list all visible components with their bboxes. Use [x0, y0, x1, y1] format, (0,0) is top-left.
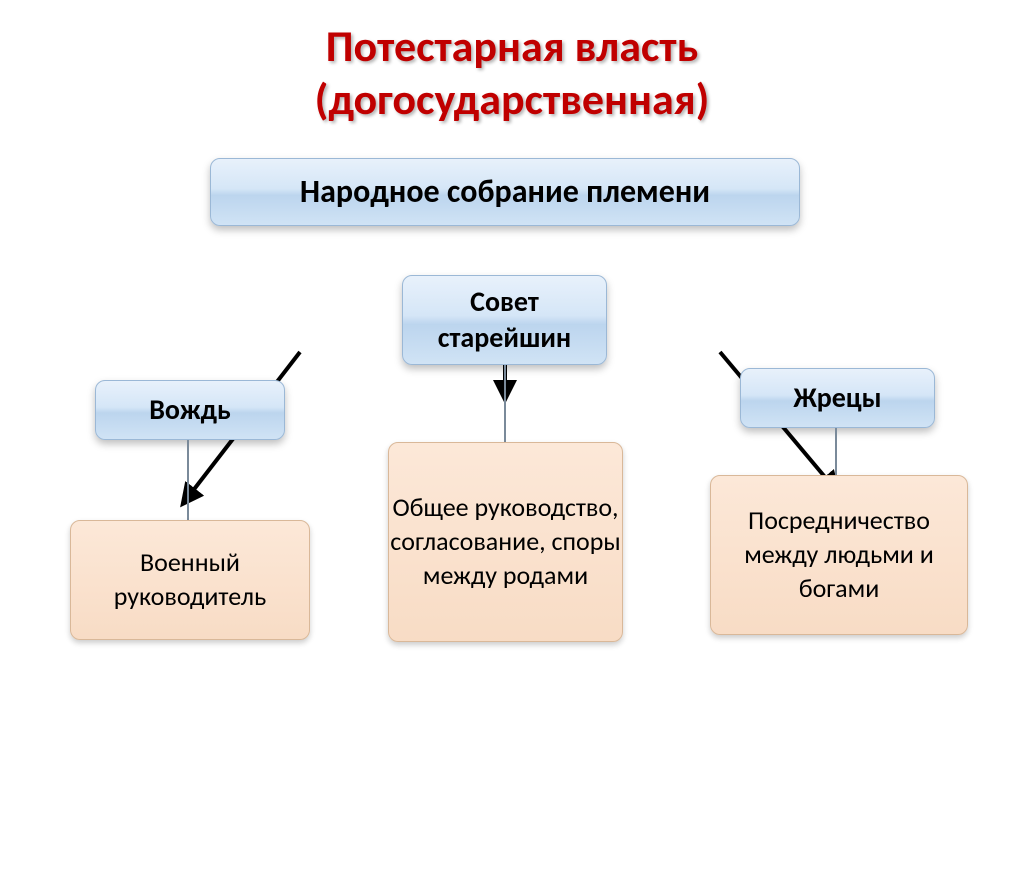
bot-center-label: Общее руководство, согласование, споры м… — [389, 491, 622, 592]
top-box-assembly: Народное собрание племени — [210, 158, 800, 226]
bottom-box-governance: Общее руководство, согласование, споры м… — [388, 442, 623, 642]
connector-right — [835, 428, 837, 475]
mid-box-leader: Вождь — [95, 380, 285, 440]
mid-box-priests: Жрецы — [740, 368, 935, 428]
connector-left — [187, 440, 189, 520]
connector-center — [504, 365, 506, 442]
bottom-box-military: Военный руководитель — [70, 520, 310, 640]
top-box-label: Народное собрание племени — [300, 171, 710, 213]
mid-box-council: Совет старейшин — [402, 275, 607, 365]
bot-left-label: Военный руководитель — [71, 546, 309, 614]
mid-left-label: Вождь — [149, 392, 231, 428]
title-line2: (догосударственная) — [0, 73, 1024, 126]
diagram-title: Потестарная власть (догосударственная) — [0, 0, 1024, 126]
mid-center-label: Совет старейшин — [403, 284, 606, 357]
title-line1: Потестарная власть — [0, 20, 1024, 73]
mid-right-label: Жрецы — [793, 380, 881, 416]
bot-right-label: Посредничество между людьми и богами — [711, 504, 967, 605]
bottom-box-mediation: Посредничество между людьми и богами — [710, 475, 968, 635]
